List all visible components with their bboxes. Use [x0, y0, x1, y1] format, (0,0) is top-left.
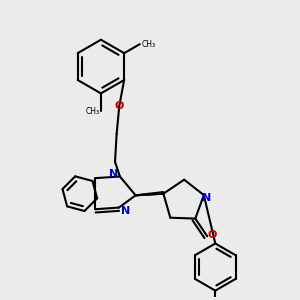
Text: CH₃: CH₃	[85, 107, 99, 116]
Text: CH₃: CH₃	[141, 40, 155, 49]
Text: O: O	[115, 101, 124, 111]
Text: N: N	[110, 169, 118, 179]
Text: O: O	[207, 230, 217, 240]
Text: N: N	[121, 206, 130, 216]
Text: N: N	[202, 194, 212, 203]
